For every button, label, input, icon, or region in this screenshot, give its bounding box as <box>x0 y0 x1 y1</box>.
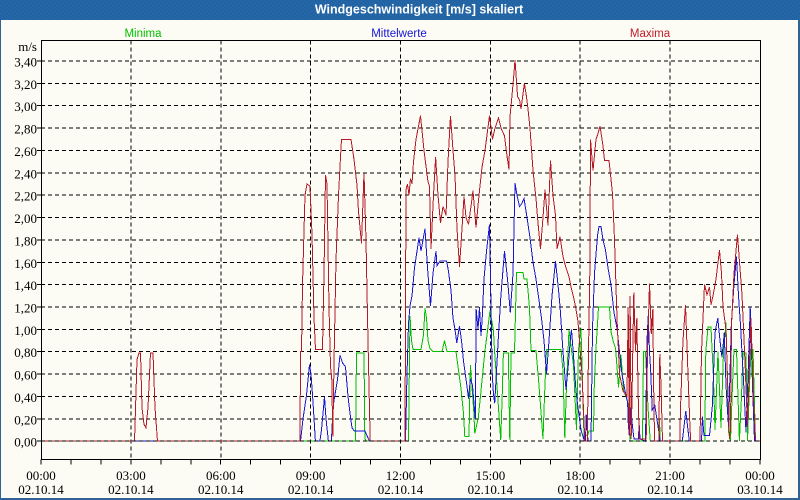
svg-text:1,00: 1,00 <box>14 323 37 338</box>
svg-text:09:00: 09:00 <box>296 468 326 483</box>
svg-text:02.10.14: 02.10.14 <box>198 482 244 497</box>
svg-text:2,40: 2,40 <box>14 166 37 181</box>
svg-text:0,00: 0,00 <box>14 435 37 450</box>
svg-text:0,20: 0,20 <box>14 412 37 427</box>
svg-text:21:00: 21:00 <box>655 468 685 483</box>
svg-text:12:00: 12:00 <box>386 468 416 483</box>
svg-text:1,60: 1,60 <box>14 256 37 271</box>
svg-text:2,20: 2,20 <box>14 189 37 204</box>
svg-text:02.10.14: 02.10.14 <box>557 482 603 497</box>
svg-text:02.10.14: 02.10.14 <box>378 482 424 497</box>
svg-text:2,80: 2,80 <box>14 122 37 137</box>
svg-text:0,80: 0,80 <box>14 345 37 360</box>
svg-text:m/s: m/s <box>18 39 37 54</box>
svg-text:3,00: 3,00 <box>14 99 37 114</box>
svg-text:1,40: 1,40 <box>14 278 37 293</box>
svg-text:0,60: 0,60 <box>14 368 37 383</box>
svg-text:00:00: 00:00 <box>26 468 56 483</box>
svg-text:1,20: 1,20 <box>14 301 37 316</box>
svg-text:2,00: 2,00 <box>14 211 37 226</box>
svg-text:06:00: 06:00 <box>206 468 236 483</box>
svg-text:3,40: 3,40 <box>14 55 37 70</box>
svg-text:03.10.14: 03.10.14 <box>737 482 783 497</box>
svg-text:02.10.14: 02.10.14 <box>647 482 693 497</box>
svg-text:Minima: Minima <box>124 28 162 40</box>
svg-text:02.10.14: 02.10.14 <box>108 482 154 497</box>
svg-text:00:00: 00:00 <box>745 468 775 483</box>
svg-text:Windgeschwindigkeit [m/s] skal: Windgeschwindigkeit [m/s] skaliert <box>315 3 524 17</box>
svg-text:2,60: 2,60 <box>14 144 37 159</box>
svg-text:18:00: 18:00 <box>565 468 595 483</box>
svg-text:02.10.14: 02.10.14 <box>468 482 514 497</box>
svg-text:0,40: 0,40 <box>14 390 37 405</box>
svg-text:02.10.14: 02.10.14 <box>288 482 334 497</box>
svg-text:Mittelwerte: Mittelwerte <box>371 28 427 40</box>
svg-text:1,80: 1,80 <box>14 233 37 248</box>
svg-text:3,20: 3,20 <box>14 77 37 92</box>
svg-text:15:00: 15:00 <box>476 468 506 483</box>
svg-text:03:00: 03:00 <box>116 468 146 483</box>
svg-text:Maxima: Maxima <box>630 28 671 40</box>
svg-text:02.10.14: 02.10.14 <box>18 482 64 497</box>
